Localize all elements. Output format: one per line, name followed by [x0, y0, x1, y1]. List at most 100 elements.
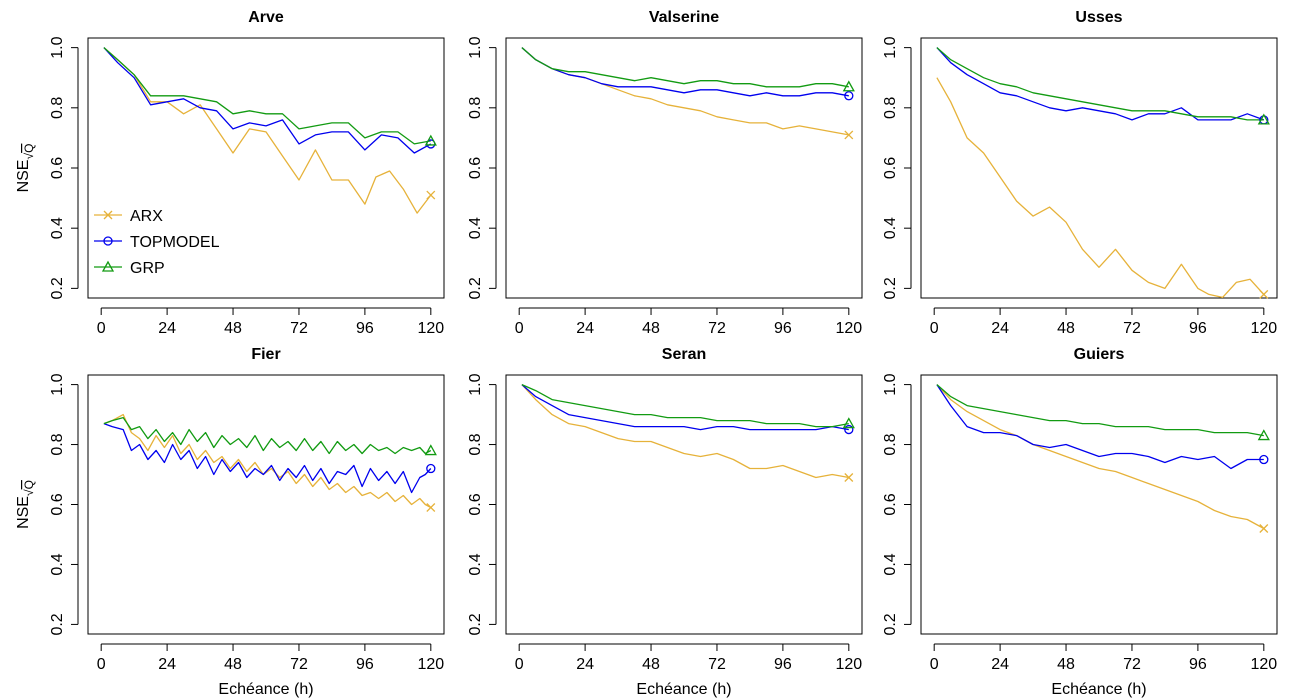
- legend-label: TOPMODEL: [130, 234, 220, 251]
- plot-frame: [506, 38, 862, 298]
- panel-title: Usses: [1075, 9, 1122, 26]
- series-line-grp: [104, 48, 431, 144]
- y-tick-label: 1.0: [882, 36, 899, 58]
- x-tick-label: 120: [835, 320, 862, 337]
- panel-seran: Seran0 24 48 72 96 1200.20.40.60.81.0Echéance…: [467, 346, 862, 698]
- x-tick-label: 120: [1250, 656, 1277, 673]
- x-tick-label: 48: [642, 320, 660, 337]
- y-tick-label: 0.6: [882, 157, 899, 179]
- y-tick-label: 0.8: [467, 433, 484, 455]
- y-tick-label: 0.8: [882, 433, 899, 455]
- y-tick-label: 0.4: [882, 217, 899, 239]
- series-line-topmodel: [937, 48, 1264, 120]
- panel-valserine: Valserine 0 24 48 72 96 120 0.2 0.4 0.6 0.8 1.0: [467, 9, 862, 337]
- y-tick-label: 0.2: [882, 613, 899, 635]
- series-group: [104, 48, 431, 214]
- panel-title: Seran: [662, 346, 706, 363]
- y-tick-label: 0.2: [467, 277, 484, 299]
- x-tick-label: 120: [835, 656, 862, 673]
- legend-label: ARX: [130, 208, 163, 225]
- y-tick-label: 0.8: [49, 433, 66, 455]
- series-line-grp: [522, 48, 849, 87]
- x-tick-label: 72: [708, 320, 726, 337]
- plot-frame: [921, 375, 1277, 634]
- legend: ARX TOPMODEL GRP: [94, 208, 220, 277]
- panel-title: Fier: [251, 346, 280, 363]
- x-tick-label: 48: [642, 656, 660, 673]
- y-tick-label: 0.6: [49, 493, 66, 515]
- y-tick-label: 0.2: [467, 613, 484, 635]
- series-group: [104, 415, 431, 508]
- plot-frame: [88, 375, 444, 634]
- plot-frame: [921, 38, 1277, 298]
- series-line-arx: [104, 48, 431, 214]
- series-group: [522, 385, 849, 478]
- x-tick-label: 96: [356, 320, 374, 337]
- panel-usses: Usses 0 24 48 72 96 120 0.2 0.4 0.6 0.8 1.0: [882, 9, 1277, 337]
- x-axis-label: Echéance (h): [636, 681, 731, 698]
- x-tick-label: 120: [417, 320, 444, 337]
- series-group: [937, 385, 1264, 529]
- x-tick-label: 96: [774, 656, 792, 673]
- x-tick-label: 48: [1057, 656, 1075, 673]
- y-tick-label: 0.4: [467, 217, 484, 239]
- end-marker-arx: [1260, 524, 1268, 532]
- x-tick-label: 24: [576, 656, 594, 673]
- y-tick-label: 0.6: [882, 493, 899, 515]
- y-tick-label: 0.6: [467, 493, 484, 515]
- x-tick-label: 96: [1189, 656, 1207, 673]
- series-line-arx: [522, 48, 849, 135]
- y-axis-label: NSE√Q: [15, 480, 36, 529]
- panel-guiers: Guiers 0 24 48 72 96 120 0.2 0.4 0.6 0.8 1.0 Echéanc…: [882, 346, 1277, 698]
- x-tick-label: 0: [515, 320, 524, 337]
- x-tick-label: 96: [356, 656, 374, 673]
- y-tick-label: 0.8: [882, 97, 899, 119]
- series-line-topmodel: [104, 48, 431, 153]
- series-line-grp: [937, 385, 1264, 436]
- end-marker-arx: [1260, 290, 1268, 298]
- x-tick-label: 0: [97, 320, 106, 337]
- y-tick-label: 0.4: [467, 553, 484, 575]
- x-tick-label: 24: [991, 656, 1009, 673]
- y-tick-label: 0.2: [49, 613, 66, 635]
- x-tick-label: 24: [158, 320, 176, 337]
- x-tick-label: 24: [158, 656, 176, 673]
- y-tick-label: 1.0: [49, 373, 66, 395]
- end-marker-arx: [427, 191, 435, 199]
- series-line-topmodel: [937, 385, 1264, 469]
- x-axis-label: Echéance (h): [218, 681, 313, 698]
- y-tick-label: 0.8: [49, 97, 66, 119]
- x-tick-label: 96: [1189, 320, 1207, 337]
- x-tick-label: 0: [930, 320, 939, 337]
- panel-title: Valserine: [649, 9, 719, 26]
- y-tick-label: 0.8: [467, 97, 484, 119]
- legend-label: GRP: [130, 260, 165, 277]
- y-tick-label: 0.4: [882, 553, 899, 575]
- series-group: [522, 48, 849, 135]
- x-tick-label: 0: [97, 656, 106, 673]
- y-tick-label: 0.6: [49, 157, 66, 179]
- x-tick-label: 96: [774, 320, 792, 337]
- series-group: [937, 48, 1264, 298]
- x-tick-label: 0: [930, 656, 939, 673]
- x-tick-label: 72: [1123, 656, 1141, 673]
- y-tick-label: 1.0: [49, 36, 66, 58]
- y-tick-label: 0.2: [49, 277, 66, 299]
- x-tick-label: 48: [224, 656, 242, 673]
- plot-frame: [88, 38, 444, 298]
- x-tick-label: 72: [708, 656, 726, 673]
- series-line-grp: [104, 418, 431, 454]
- end-marker-arx: [427, 503, 435, 511]
- end-marker-grp: [426, 446, 436, 455]
- x-tick-label: 24: [991, 320, 1009, 337]
- end-marker-grp: [844, 419, 854, 428]
- y-tick-label: 0.2: [882, 277, 899, 299]
- plot-frame: [506, 375, 862, 634]
- x-tick-label: 120: [1250, 320, 1277, 337]
- x-tick-label: 120: [417, 656, 444, 673]
- y-tick-label: 0.4: [49, 553, 66, 575]
- y-tick-label: 1.0: [882, 373, 899, 395]
- series-line-arx: [522, 385, 849, 478]
- series-line-topmodel: [522, 385, 849, 430]
